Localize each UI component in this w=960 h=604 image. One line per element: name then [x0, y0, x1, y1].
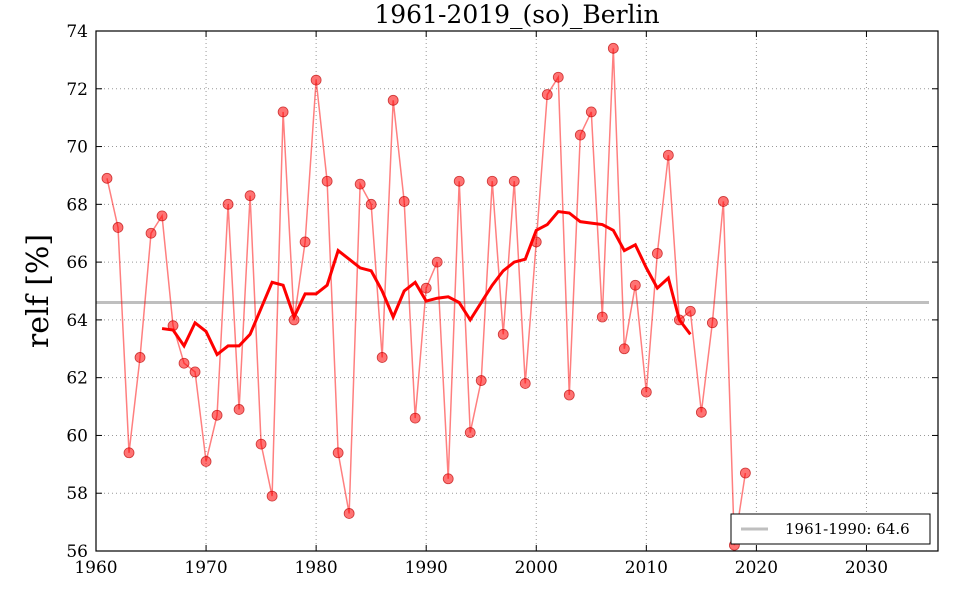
data-point [255, 438, 267, 450]
x-tick-label: 2010 [625, 558, 668, 578]
x-tick-label: 2000 [515, 558, 558, 578]
data-point [695, 406, 707, 418]
y-tick-label: 74 [66, 22, 88, 42]
y-tick-label: 68 [66, 195, 88, 215]
y-tick-label: 66 [66, 253, 88, 273]
data-point [387, 94, 399, 106]
data-point [178, 357, 190, 369]
x-tick-label: 2020 [735, 558, 778, 578]
annual-line [106, 48, 747, 546]
x-tick-label: 1970 [184, 558, 227, 578]
data-point [739, 467, 751, 479]
data-point [398, 196, 410, 207]
x-tick-label: 2030 [845, 558, 888, 578]
data-point [607, 42, 619, 54]
data-point [497, 328, 509, 340]
data-point [310, 74, 322, 86]
data-point [354, 178, 366, 190]
legend-reference-label: 1961-1990: 64.6 [785, 520, 910, 538]
data-point [112, 222, 124, 233]
data-point [233, 404, 245, 415]
data-point [145, 227, 157, 239]
x-tick-label: 1960 [74, 558, 117, 578]
data-point [101, 172, 113, 184]
data-point [343, 508, 355, 519]
data-point [585, 106, 597, 118]
data-point [651, 248, 663, 259]
data-point [332, 447, 344, 459]
data-point [321, 175, 333, 187]
y-tick-label: 58 [66, 484, 88, 504]
data-point [200, 456, 212, 467]
chart-title: 1961-2019_(so)_Berlin [374, 0, 659, 29]
data-point [486, 175, 498, 187]
data-point [266, 490, 278, 502]
data-point [464, 427, 476, 438]
data-point [519, 378, 531, 389]
data-point [662, 149, 674, 161]
y-tick-label: 60 [66, 426, 88, 446]
data-point [222, 198, 234, 210]
data-point [475, 375, 487, 386]
y-tick-label: 62 [66, 369, 88, 389]
x-tick-label: 1980 [294, 558, 337, 578]
y-axis-label: relf [%] [21, 234, 56, 348]
x-tick-label: 1990 [405, 558, 448, 578]
data-point [189, 366, 201, 378]
data-point [618, 343, 630, 355]
legend: 1961-1990: 64.6 [730, 513, 931, 545]
data-point [365, 198, 377, 210]
y-tick-label: 64 [66, 311, 88, 331]
y-tick-label: 72 [66, 80, 88, 100]
data-point [574, 129, 586, 141]
data-point [453, 175, 465, 187]
data-point [508, 175, 520, 187]
data-point [431, 256, 443, 268]
data-point [706, 317, 718, 329]
y-tick-label: 70 [66, 138, 88, 158]
data-point [211, 409, 223, 421]
series-group [101, 42, 751, 551]
data-point [640, 386, 652, 398]
data-point [156, 210, 168, 222]
data-point [409, 412, 421, 424]
data-point [123, 447, 135, 459]
data-point [376, 352, 388, 363]
data-point [277, 106, 289, 118]
data-point [244, 190, 256, 202]
data-point [134, 352, 146, 363]
data-point [442, 473, 454, 485]
data-point [596, 311, 608, 323]
data-point [552, 71, 564, 83]
y-tick-label: 56 [66, 542, 88, 562]
ticks: 1960 1970 1980 1990 2000 2010 2020 2030 56 58 60 62… [66, 22, 938, 578]
data-point [717, 196, 729, 207]
data-point [684, 305, 696, 317]
data-point [541, 89, 553, 100]
data-point [299, 236, 311, 248]
plot-frame [95, 30, 939, 552]
grid [95, 30, 938, 552]
data-point [420, 282, 432, 294]
moving-average-line [161, 209, 692, 357]
data-point [629, 279, 641, 291]
data-point [563, 389, 575, 401]
